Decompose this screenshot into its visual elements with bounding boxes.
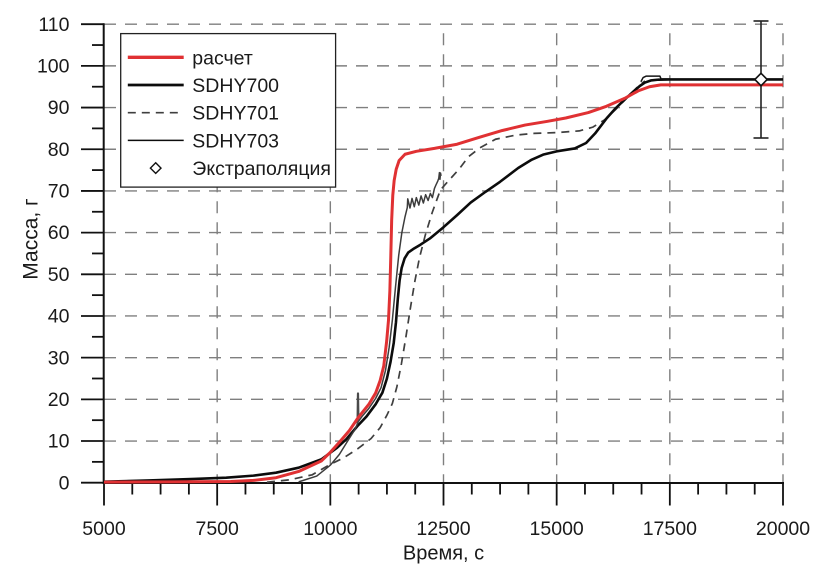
svg-text:17500: 17500: [643, 518, 697, 540]
svg-text:60: 60: [48, 222, 70, 244]
svg-text:100: 100: [37, 55, 70, 77]
svg-text:12500: 12500: [416, 518, 470, 540]
svg-text:Время, с: Время, с: [403, 543, 484, 565]
svg-text:SDHY701: SDHY701: [192, 103, 279, 125]
svg-text:Экстраполяция: Экстраполяция: [192, 158, 331, 180]
svg-text:SDHY700: SDHY700: [192, 75, 279, 97]
svg-text:10: 10: [48, 431, 70, 453]
svg-text:70: 70: [48, 181, 70, 203]
svg-text:20000: 20000: [756, 518, 810, 540]
svg-text:5000: 5000: [82, 518, 126, 540]
svg-text:0: 0: [59, 472, 70, 494]
svg-text:110: 110: [38, 14, 69, 36]
svg-text:Масса, г: Масса, г: [20, 198, 43, 280]
svg-text:30: 30: [48, 347, 70, 369]
svg-text:90: 90: [48, 97, 70, 119]
svg-text:50: 50: [48, 264, 70, 286]
svg-text:80: 80: [48, 139, 70, 161]
svg-text:7500: 7500: [195, 518, 239, 540]
svg-text:15000: 15000: [530, 518, 584, 540]
svg-text:20: 20: [48, 389, 70, 411]
svg-text:расчет: расчет: [192, 47, 253, 69]
svg-text:10000: 10000: [303, 518, 357, 540]
svg-text:SDHY703: SDHY703: [192, 130, 279, 152]
svg-text:40: 40: [48, 306, 70, 328]
